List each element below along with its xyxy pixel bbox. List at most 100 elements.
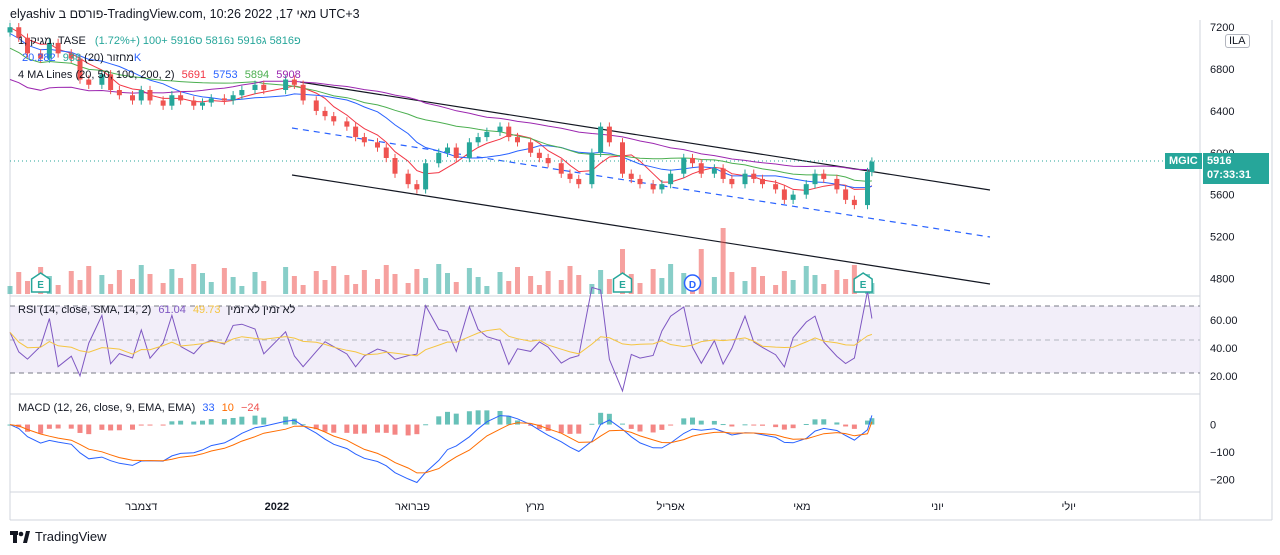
macd-histogram-bar <box>711 420 717 425</box>
macd-histogram-bar <box>25 424 30 432</box>
volume-legend[interactable]: מחזור (20) 938 20.282K <box>18 52 141 64</box>
volume-bar <box>781 271 787 294</box>
candle-body <box>821 173 827 179</box>
macd-histogram-bar <box>230 417 236 425</box>
candle-body <box>423 163 429 190</box>
volume-bar <box>528 276 534 294</box>
candle-body <box>536 152 542 158</box>
volume-bar <box>773 285 779 294</box>
volume-bar <box>637 283 643 294</box>
macd-histogram-bar <box>169 421 175 425</box>
macd-histogram-bar <box>361 424 367 434</box>
candle-body <box>147 90 153 101</box>
macd-histogram-bar <box>668 424 674 426</box>
macd-histogram-bar <box>375 424 380 433</box>
macd-value: 33 <box>202 402 215 414</box>
volume-bar <box>729 272 735 294</box>
candle-body <box>851 199 857 206</box>
candle-body <box>711 168 717 174</box>
time-axis[interactable]: דצמבר 2022 פברואר מרץ אפריל מאי יוני יולי <box>125 500 1076 513</box>
candle-body <box>283 79 289 90</box>
price-axis[interactable]: 7200680064006000560052004800 <box>1210 22 1234 285</box>
histogram-value: −24 <box>240 402 260 414</box>
macd-histogram-bar <box>773 424 779 428</box>
candle-body <box>506 126 512 138</box>
volume-bar <box>55 285 61 294</box>
volume-bar <box>208 282 214 294</box>
candle-body <box>742 173 748 185</box>
price-axis-label: 5600 <box>1210 190 1234 202</box>
macd-histogram-bar <box>313 424 319 430</box>
ma-legend[interactable]: 4 MA Lines (20, 50, 100, 200, 2) 5691 57… <box>18 69 301 81</box>
rsi-na-text: לא זמין לא זמין <box>227 304 296 316</box>
macd-histogram-bar <box>436 416 442 425</box>
candle-body <box>865 172 870 206</box>
signal-value: 10 <box>221 402 234 414</box>
earnings-marker: E <box>612 272 633 293</box>
volume-bar <box>375 279 380 294</box>
macd-histogram-bar <box>598 412 604 425</box>
channel-upper-line[interactable] <box>299 81 991 191</box>
volume-bar <box>178 278 184 294</box>
currency-badge[interactable]: ILA <box>1225 34 1250 48</box>
ma100-line <box>9 47 872 182</box>
volume-bar <box>453 282 459 294</box>
macd-histogram-bar <box>300 424 306 426</box>
volume-bar <box>405 283 411 294</box>
volume-bar <box>790 280 796 294</box>
volume-bar <box>506 281 512 294</box>
volume-bar <box>620 249 625 294</box>
macd-axis-label: −100 <box>1210 447 1235 459</box>
candle-body <box>200 102 205 106</box>
volume-bar <box>130 279 135 294</box>
candle-body <box>484 131 490 138</box>
earnings-marker: E <box>30 272 51 293</box>
candle-body <box>720 168 726 179</box>
candle-body <box>773 184 779 190</box>
volume-bar <box>803 266 809 294</box>
earnings-marker: E <box>853 272 873 293</box>
candle-body <box>576 178 582 185</box>
symbol-label: 1, מגיק, TASE <box>18 35 86 47</box>
volume-bar <box>659 278 665 294</box>
macd-histogram-bar <box>869 418 875 425</box>
price-axis-label: 6800 <box>1210 64 1234 76</box>
macd-histogram-bar <box>497 410 503 425</box>
channel-lower-line[interactable] <box>291 174 991 285</box>
volume-bar <box>313 271 319 294</box>
symbol-legend[interactable]: 1, מגיק, TASE פ5816 ג5916 נ5816 ס5916 +1… <box>18 35 301 47</box>
candle-body <box>38 53 44 59</box>
volume-bar <box>116 270 122 294</box>
macd-histogram-bar <box>506 415 512 425</box>
candle-body <box>475 137 481 143</box>
macd-histogram-bar <box>812 419 818 425</box>
candle-body <box>191 100 197 106</box>
macd-histogram-bar <box>681 418 687 425</box>
candle-body <box>751 173 757 179</box>
rsi-legend[interactable]: RSI (14, close, SMA, 14, 2) 61.04 49.73 … <box>18 304 295 316</box>
volume-bar <box>108 284 114 294</box>
volume-bar <box>191 264 197 294</box>
candle-body <box>261 84 267 90</box>
candle-body <box>834 178 840 190</box>
ma20-value: 5691 <box>181 69 207 81</box>
volume-bar <box>147 274 153 294</box>
candle-body <box>68 53 74 59</box>
volume-bar <box>606 279 612 294</box>
rsi-value: 61.04 <box>158 304 186 316</box>
candle-body <box>138 90 144 101</box>
rsi-sma-value: 49.73 <box>192 304 221 316</box>
macd-histogram-bar <box>116 424 122 431</box>
candle-body <box>86 79 92 85</box>
volume-bar <box>414 269 420 294</box>
dividend-marker: D <box>683 274 702 292</box>
macd-legend[interactable]: MACD (12, 26, close, 9, EMA, EMA) 33 10 … <box>18 402 260 414</box>
tradingview-brand[interactable]: TradingView <box>10 529 107 544</box>
volume-bar <box>698 249 704 294</box>
rsi-axis-label: 60.00 <box>1210 315 1238 327</box>
volume-label: מחזור (20) <box>84 52 134 64</box>
candle-body <box>169 95 175 106</box>
macd-axis: 0 −100 −200 <box>1210 420 1235 487</box>
